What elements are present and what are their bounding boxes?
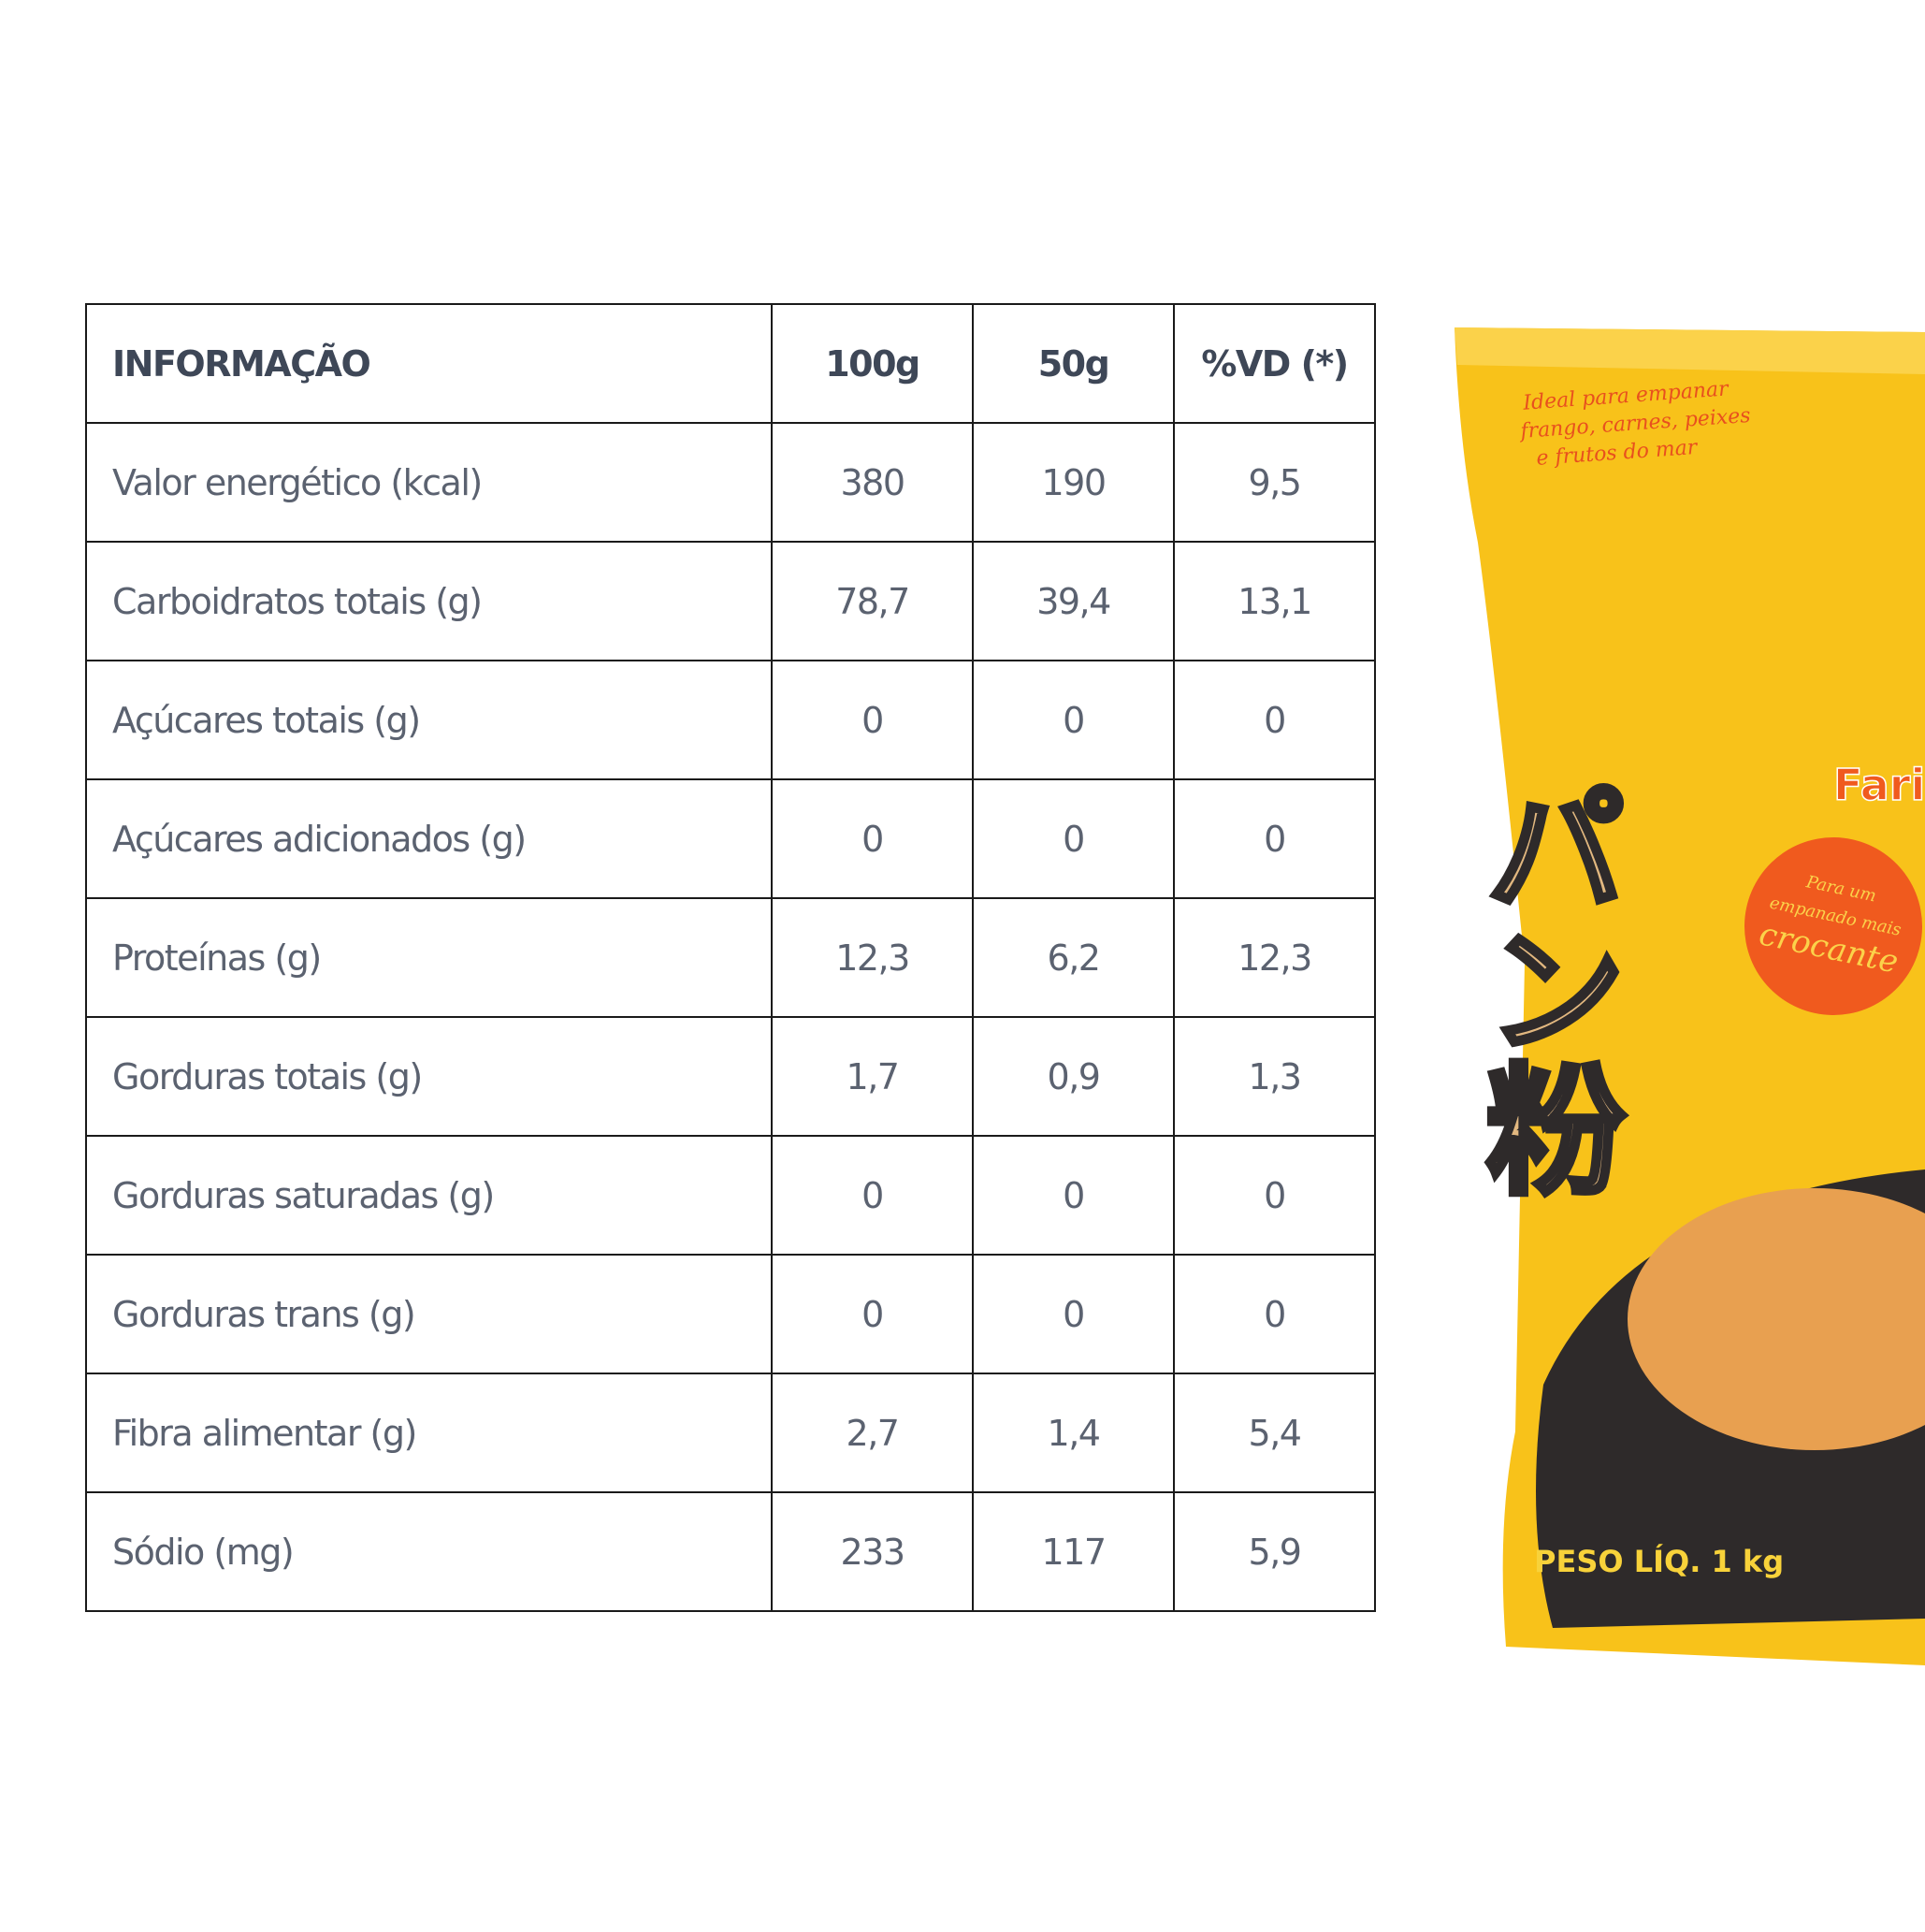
value-vd: 5,4 [1173,1373,1376,1493]
table-row: Proteínas (g) 12,3 6,2 12,3 [85,897,1376,1018]
japanese-title: パン粉 [1462,777,1625,1198]
nutrient-label: Gorduras totais (g) [85,1016,773,1137]
nutrient-label: Gorduras saturadas (g) [85,1135,773,1256]
value-100g: 233 [771,1491,974,1612]
value-vd: 0 [1173,778,1376,899]
table-row: Açúcares totais (g) 0 0 0 [85,660,1376,780]
value-50g: 39,4 [972,541,1175,661]
nutrition-table: INFORMAÇÃO 100g 50g %VD (*) Valor energé… [85,303,1376,1612]
table-row: Valor energético (kcal) 380 190 9,5 [85,422,1376,543]
value-100g: 2,7 [771,1373,974,1493]
value-vd: 13,1 [1173,541,1376,661]
value-vd: 5,9 [1173,1491,1376,1612]
nutrient-label: Açúcares totais (g) [85,660,773,780]
value-50g: 0 [972,660,1175,780]
nutrient-label: Gorduras trans (g) [85,1254,773,1374]
table-row: Fibra alimentar (g) 2,7 1,4 5,4 [85,1373,1376,1493]
value-50g: 117 [972,1491,1175,1612]
badge-circle [1744,837,1922,1015]
table-row: Açúcares adicionados (g) 0 0 0 [85,778,1376,899]
value-vd: 0 [1173,1135,1376,1256]
bag-seal [1455,327,1925,374]
brand-partial: Fari [1833,760,1925,810]
nutrient-label: Valor energético (kcal) [85,422,773,543]
value-100g: 380 [771,422,974,543]
value-100g: 1,7 [771,1016,974,1137]
table-header-row: INFORMAÇÃO 100g 50g %VD (*) [85,303,1376,424]
value-50g: 0,9 [972,1016,1175,1137]
breaded-food-image [1628,1188,1925,1450]
value-vd: 12,3 [1173,897,1376,1018]
value-100g: 0 [771,660,974,780]
value-100g: 0 [771,778,974,899]
nutrient-label: Açúcares adicionados (g) [85,778,773,899]
product-package-image: Ideal para empanar frango, carnes, peixe… [1455,327,1925,1665]
nutrient-label: Sódio (mg) [85,1491,773,1612]
table-row: Carboidratos totais (g) 78,7 39,4 13,1 [85,541,1376,661]
value-vd: 0 [1173,1254,1376,1374]
value-vd: 9,5 [1173,422,1376,543]
value-50g: 1,4 [972,1373,1175,1493]
nutrient-label: Proteínas (g) [85,897,773,1018]
value-100g: 78,7 [771,541,974,661]
header-information: INFORMAÇÃO [85,303,773,424]
table-row: Gorduras trans (g) 0 0 0 [85,1254,1376,1374]
value-50g: 6,2 [972,897,1175,1018]
value-vd: 0 [1173,660,1376,780]
value-100g: 0 [771,1254,974,1374]
value-50g: 0 [972,1254,1175,1374]
table-row: Gorduras saturadas (g) 0 0 0 [85,1135,1376,1256]
value-100g: 0 [771,1135,974,1256]
nutrient-label: Carboidratos totais (g) [85,541,773,661]
value-vd: 1,3 [1173,1016,1376,1137]
header-100g: 100g [771,303,974,424]
value-50g: 0 [972,1135,1175,1256]
net-weight: PESO LÍQ. 1 kg [1534,1544,1784,1579]
table-row: Gorduras totais (g) 1,7 0,9 1,3 [85,1016,1376,1137]
header-vd: %VD (*) [1173,303,1376,424]
value-100g: 12,3 [771,897,974,1018]
value-50g: 190 [972,422,1175,543]
crispy-badge: Para um empanado mais crocante [1744,837,1922,1015]
table-row: Sódio (mg) 233 117 5,9 [85,1491,1376,1612]
value-50g: 0 [972,778,1175,899]
header-50g: 50g [972,303,1175,424]
nutrient-label: Fibra alimentar (g) [85,1373,773,1493]
